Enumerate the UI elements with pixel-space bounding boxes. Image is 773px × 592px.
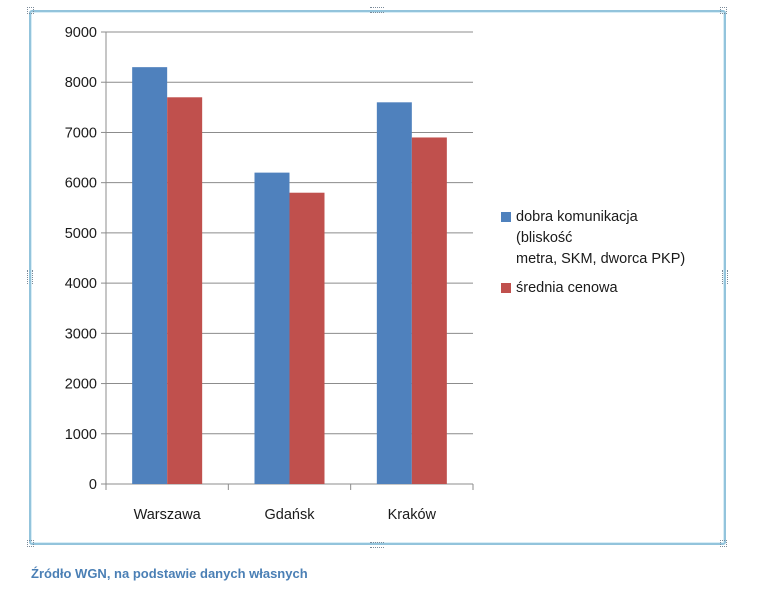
- resize-handle-bottom-left[interactable]: [27, 540, 34, 547]
- x-tick-label: Warszawa: [134, 507, 202, 523]
- legend-item-series-2: średnia cenowa: [501, 278, 685, 299]
- legend-label-series-2: średnia cenowa: [516, 280, 618, 296]
- legend: dobra komunikacja (bliskość metra, SKM, …: [501, 207, 685, 307]
- y-tick-label: 3000: [65, 326, 97, 342]
- y-tick-label: 9000: [65, 25, 97, 41]
- y-tick-label: 6000: [65, 176, 97, 192]
- x-tick-label: Kraków: [388, 507, 437, 523]
- y-tick-label: 1000: [65, 427, 97, 443]
- resize-handle-top-right[interactable]: [720, 7, 727, 14]
- y-tick-label: 0: [89, 477, 97, 493]
- legend-swatch-series-1: [501, 212, 511, 222]
- y-tick-label: 5000: [65, 226, 97, 242]
- legend-label-series-1: dobra komunikacja (bliskość metra, SKM, …: [516, 209, 686, 267]
- resize-handle-left[interactable]: [27, 270, 33, 284]
- bar-1-gdańsk: [254, 172, 290, 484]
- chart-frame[interactable]: [29, 10, 726, 545]
- legend-swatch-series-2: [501, 283, 511, 293]
- bar-2-kraków: [411, 137, 447, 484]
- x-tick-label: Gdańsk: [265, 507, 316, 523]
- resize-handle-bottom-right[interactable]: [720, 540, 727, 547]
- bar-2-gdańsk: [289, 192, 325, 484]
- resize-handle-right[interactable]: [722, 270, 728, 284]
- resize-handle-top-left[interactable]: [27, 7, 34, 14]
- resize-handle-bottom[interactable]: [370, 542, 384, 548]
- y-tick-label: 2000: [65, 377, 97, 393]
- bar-1-kraków: [376, 102, 412, 485]
- y-tick-label: 8000: [65, 75, 97, 91]
- y-tick-label: 7000: [65, 125, 97, 141]
- source-caption: Źródło WGN, na podstawie danych własnych: [31, 566, 308, 581]
- legend-item-series-1: dobra komunikacja (bliskość metra, SKM, …: [501, 207, 685, 270]
- bar-2-warszawa: [167, 97, 203, 485]
- y-tick-label: 4000: [65, 276, 97, 292]
- bar-1-warszawa: [132, 67, 168, 485]
- resize-handle-top[interactable]: [370, 7, 384, 13]
